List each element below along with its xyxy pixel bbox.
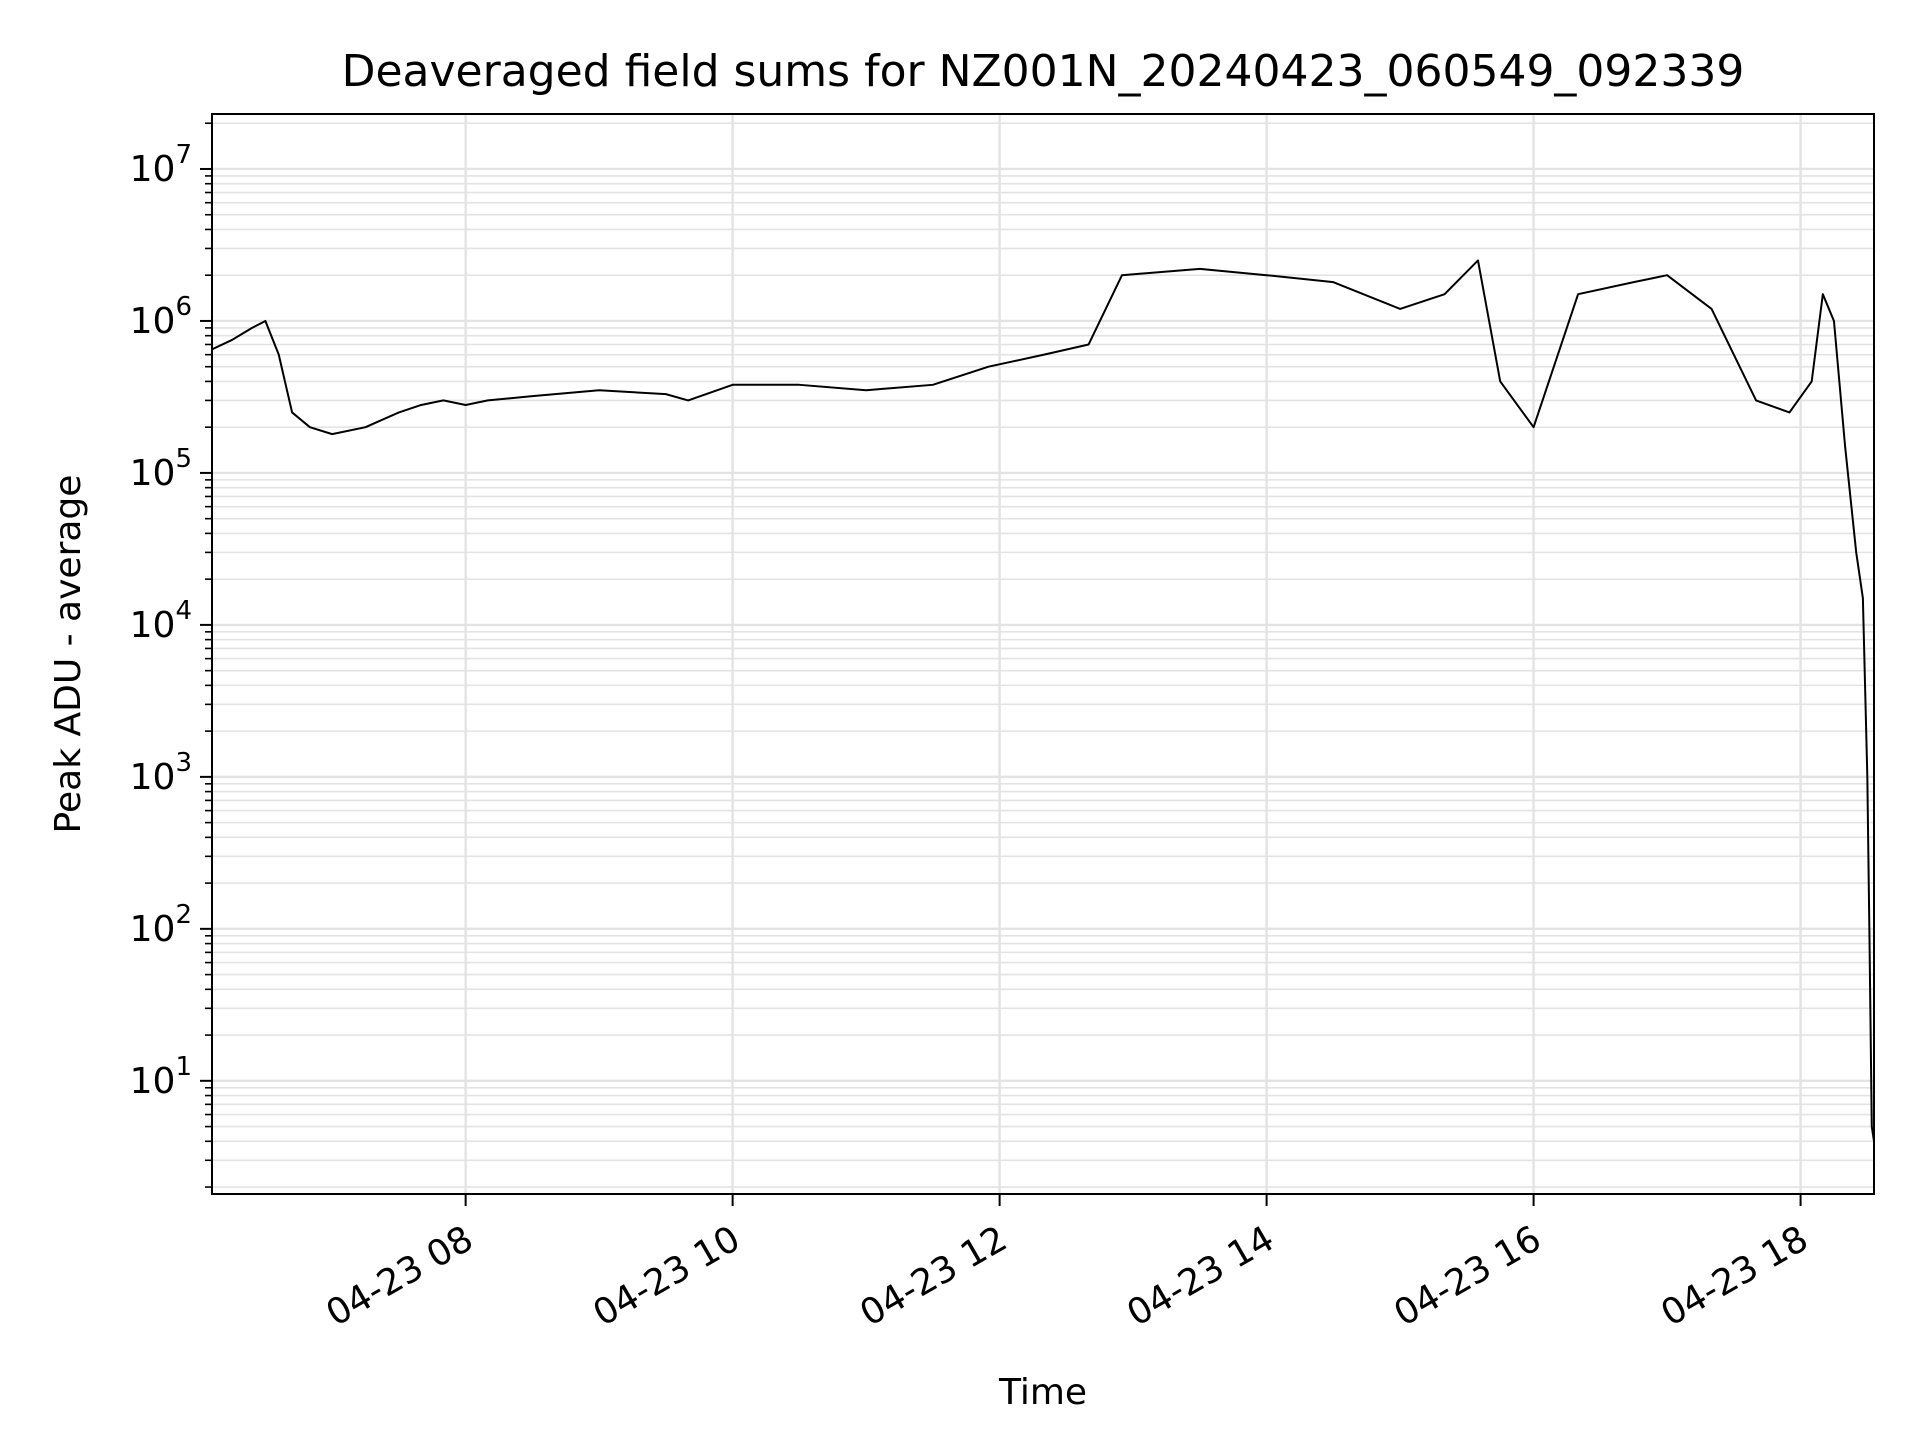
- data-point: [231, 339, 233, 341]
- data-point: [1811, 380, 1813, 383]
- data-point: [1332, 281, 1334, 283]
- data-point: [1499, 380, 1501, 383]
- data-point: [1121, 274, 1123, 276]
- y-tick-label: 106: [130, 292, 192, 342]
- y-tick-label: 102: [130, 900, 192, 950]
- data-point: [865, 389, 867, 391]
- data-point: [1868, 942, 1871, 945]
- series-layer: [212, 259, 1874, 1142]
- data-point: [932, 384, 934, 386]
- y-tick-label: 105: [130, 444, 192, 494]
- data-point: [987, 366, 990, 368]
- data-point: [442, 399, 444, 402]
- data-point: [1199, 268, 1201, 270]
- data-point: [598, 389, 600, 391]
- data-point: [1866, 776, 1868, 778]
- data-point: [1443, 293, 1446, 295]
- data-point: [420, 404, 422, 406]
- data-point: [1844, 445, 1846, 447]
- data-point: [1755, 399, 1757, 402]
- data-point: [1477, 259, 1479, 262]
- data-point: [732, 384, 734, 386]
- y-axis-ticks: 101 102 103 104 105 106 107: [130, 122, 212, 1188]
- data-point: [251, 327, 253, 329]
- data-point: [665, 393, 667, 395]
- y-tick-label: 101: [130, 1052, 192, 1102]
- data-point: [1633, 281, 1635, 283]
- y-tick-label: 103: [130, 748, 192, 798]
- data-point: [1822, 293, 1824, 295]
- data-point: [1577, 293, 1579, 295]
- data-point: [1855, 551, 1857, 553]
- x-axis-label: Time: [998, 1372, 1087, 1413]
- y-axis-label: Peak ADU - average: [48, 475, 89, 834]
- data-point: [487, 399, 489, 402]
- data-point: [1399, 308, 1401, 310]
- data-point: [331, 433, 333, 435]
- axes-frame: [211, 113, 1875, 1195]
- data-point: [1266, 274, 1268, 276]
- data-point: [264, 320, 266, 322]
- data-point: [309, 426, 311, 428]
- data-point: [398, 411, 400, 414]
- data-point: [278, 354, 280, 356]
- y-tick-label: 107: [130, 140, 192, 190]
- data-point: [1710, 308, 1713, 310]
- data-point: [1666, 274, 1668, 276]
- data-point: [465, 404, 467, 406]
- data-point: [364, 426, 367, 428]
- data-point: [1532, 426, 1535, 428]
- grid: [212, 114, 1874, 1194]
- data-point: [1833, 320, 1835, 322]
- data-point: [1871, 1125, 1873, 1128]
- series-line: [212, 259, 1874, 1142]
- chart-title: Deaveraged field sums for NZ001N_2024042…: [342, 46, 1745, 97]
- data-point: [798, 384, 800, 386]
- data-point: [687, 399, 689, 402]
- data-point: [1788, 411, 1791, 414]
- data-point: [291, 411, 293, 414]
- y-tick-label: 104: [130, 596, 192, 646]
- data-point: [1043, 354, 1045, 356]
- data-point: [1862, 597, 1864, 599]
- data-point: [531, 395, 533, 397]
- data-point: [1088, 343, 1090, 346]
